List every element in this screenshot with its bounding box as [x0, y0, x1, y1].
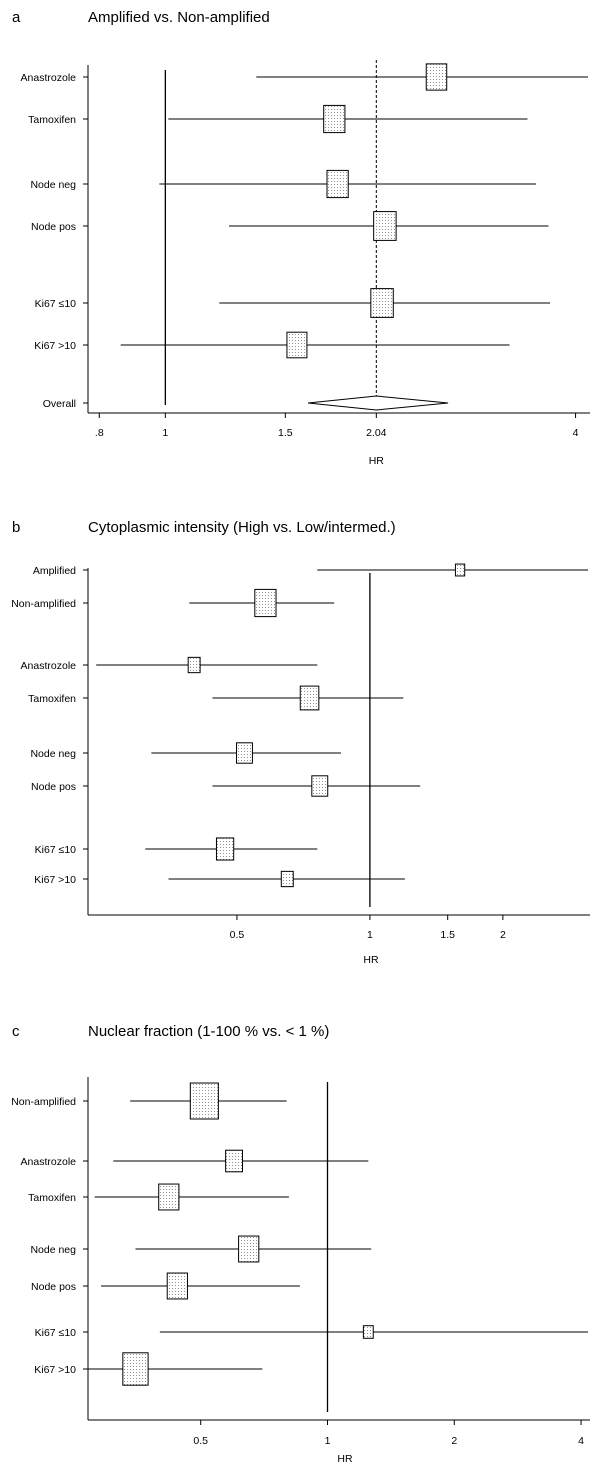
panel-letter: a: [12, 9, 21, 26]
row-label: Ki67 >10: [34, 1364, 76, 1376]
forest-row: Non-amplified: [11, 588, 335, 618]
forest-row: Tamoxifen: [28, 1183, 289, 1211]
overall-diamond: [308, 395, 449, 411]
row-label: Node pos: [31, 1281, 76, 1293]
point-estimate-box: [238, 1235, 260, 1263]
row-label: Node pos: [31, 221, 76, 233]
point-estimate-box: [370, 288, 394, 318]
x-tick-label: 1: [367, 929, 373, 941]
point-estimate-box: [299, 685, 320, 711]
point-estimate-box: [254, 588, 277, 618]
row-label: Anastrozole: [21, 1156, 77, 1168]
point-estimate-box: [425, 63, 448, 91]
row-label: Tamoxifen: [28, 1192, 76, 1204]
row-label: Ki67 >10: [34, 874, 76, 886]
point-estimate-box: [373, 211, 397, 241]
forest-row: Node pos: [31, 1272, 300, 1300]
point-estimate-box: [286, 331, 308, 359]
forest-row: Tamoxifen: [28, 104, 528, 134]
row-label: Non-amplified: [11, 598, 76, 610]
forest-row: Anastrozole: [21, 656, 318, 674]
point-estimate-box: [326, 169, 349, 199]
row-label: Non-amplified: [11, 1096, 76, 1108]
row-label: Node pos: [31, 781, 76, 793]
row-label: Amplified: [33, 565, 76, 577]
x-tick-label: 1.5: [278, 427, 293, 439]
panel-letter: b: [12, 519, 20, 536]
row-label: Ki67 ≤10: [35, 298, 77, 310]
forest-panel-a: a Amplified vs. Non-amplified .8 1 1.5 2.04 4 H…: [12, 9, 590, 467]
row-label: Overall: [43, 398, 76, 410]
x-axis-label: HR: [369, 455, 385, 467]
point-estimate-box: [323, 104, 346, 134]
forest-row: Node neg: [30, 742, 341, 764]
forest-row: Anastrozole: [21, 63, 588, 91]
forest-row: Ki67 >10: [34, 331, 510, 359]
row-label: Anastrozole: [21, 660, 77, 672]
forest-row: Non-amplified: [11, 1082, 287, 1120]
forest-row: Node pos: [31, 775, 421, 797]
forest-row: Node neg: [30, 1235, 372, 1263]
x-tick-label: 4: [573, 427, 579, 439]
point-estimate-box: [362, 1325, 374, 1339]
forest-row: Anastrozole: [21, 1149, 369, 1173]
forest-row: Ki67 >10: [34, 870, 405, 888]
point-estimate-box: [236, 742, 253, 764]
point-estimate-box: [187, 656, 201, 674]
row-label: Node neg: [30, 1244, 76, 1256]
row-label: Node neg: [30, 748, 76, 760]
x-tick-label: 1.5: [440, 929, 455, 941]
row-label: Anastrozole: [21, 72, 77, 84]
forest-row: Amplified: [33, 563, 588, 577]
x-tick-label: 2: [451, 1435, 457, 1447]
x-tick-label: 0.5: [193, 1435, 208, 1447]
x-axis-label: HR: [363, 954, 379, 966]
panel-title: Amplified vs. Non-amplified: [88, 9, 270, 26]
panel-letter: c: [12, 1023, 20, 1040]
point-estimate-box: [122, 1352, 149, 1386]
x-tick-label: 4: [578, 1435, 584, 1447]
row-label: Node neg: [30, 179, 76, 191]
panel-title: Nuclear fraction (1-100 % vs. < 1 %): [88, 1023, 329, 1040]
forest-row: Tamoxifen: [28, 685, 404, 711]
point-estimate-box: [311, 775, 329, 797]
forest-panel-c: c Nuclear fraction (1-100 % vs. < 1 %) 0.5…: [11, 1023, 590, 1465]
row-label: Ki67 ≤10: [35, 844, 77, 856]
x-tick-label: 2: [500, 929, 506, 941]
row-label: Ki67 ≤10: [35, 1327, 77, 1339]
forest-row: Node neg: [30, 169, 537, 199]
forest-row: Overall: [43, 395, 449, 411]
point-estimate-box: [215, 837, 235, 861]
point-estimate-box: [454, 563, 466, 577]
x-axis-label: HR: [337, 1453, 353, 1465]
forest-row: Ki67 ≤10: [35, 837, 318, 861]
point-estimate-box: [166, 1272, 188, 1300]
x-tick-label: .8: [95, 427, 104, 439]
point-estimate-box: [225, 1149, 243, 1173]
forest-row: Ki67 >10: [34, 1352, 263, 1386]
point-estimate-box: [280, 870, 294, 888]
panel-title: Cytoplasmic intensity (High vs. Low/inte…: [88, 519, 396, 536]
x-tick-label: 2.04: [366, 427, 387, 439]
x-tick-label: 0.5: [230, 929, 245, 941]
forest-row: Ki67 ≤10: [35, 288, 551, 318]
forest-row: Ki67 ≤10: [35, 1325, 588, 1339]
point-estimate-box: [158, 1183, 180, 1211]
row-label: Tamoxifen: [28, 114, 76, 126]
row-label: Ki67 >10: [34, 340, 76, 352]
x-tick-label: 1: [162, 427, 168, 439]
forest-panel-b: b Cytoplasmic intensity (High vs. Low/int…: [11, 519, 590, 966]
row-label: Tamoxifen: [28, 693, 76, 705]
point-estimate-box: [189, 1082, 219, 1120]
x-tick-label: 1: [325, 1435, 331, 1447]
forest-row: Node pos: [31, 211, 549, 241]
